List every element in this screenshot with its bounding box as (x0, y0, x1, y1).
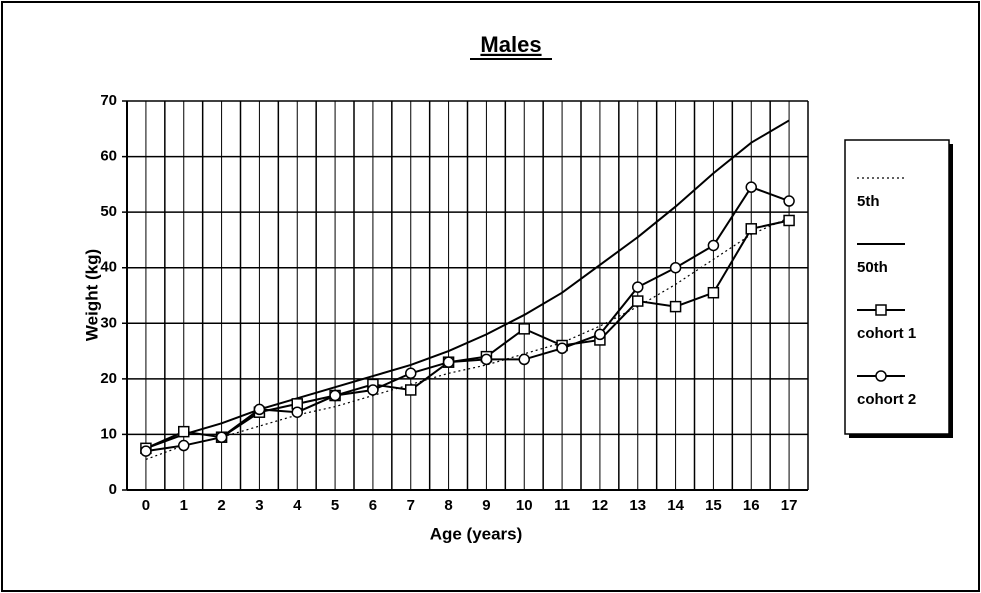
series-line (145, 119, 790, 450)
x-tick-label: 9 (482, 497, 490, 514)
y-tick-label: 50 (100, 203, 117, 220)
legend-label: 5th (857, 193, 880, 210)
x-tick-label: 1 (180, 497, 188, 514)
x-tick-label: 2 (217, 497, 225, 514)
x-tick-label: 4 (293, 497, 302, 514)
x-tick-label: 8 (444, 497, 452, 514)
series-line (145, 217, 790, 460)
marker-circle (140, 445, 152, 457)
marker-circle (480, 353, 493, 366)
marker-circle (556, 342, 568, 355)
chart-title: Males (480, 32, 541, 57)
y-tick-label: 40 (100, 259, 117, 276)
legend-label: cohort 1 (857, 325, 916, 342)
legend (844, 139, 950, 435)
x-tick-label: 0 (142, 497, 150, 514)
legend-marker (875, 370, 887, 382)
marker-square (669, 300, 682, 313)
x-axis-label: Age (years) (430, 524, 523, 543)
marker-circle (405, 367, 417, 380)
y-tick-label: 70 (100, 92, 117, 109)
x-tick-label: 14 (667, 497, 684, 514)
series-line (145, 219, 790, 450)
marker-circle (518, 353, 530, 366)
x-tick-label: 7 (407, 497, 415, 514)
marker-circle (594, 328, 606, 341)
marker-square (405, 384, 417, 396)
marker-circle (367, 384, 379, 396)
marker-circle (783, 195, 795, 207)
legend-marker (875, 304, 887, 316)
marker-square (518, 323, 530, 335)
legend-label: cohort 2 (857, 391, 916, 408)
y-tick-label: 0 (109, 481, 117, 498)
marker-square (632, 295, 644, 307)
marker-circle (745, 181, 757, 193)
marker-square (178, 425, 190, 438)
y-tick-label: 30 (100, 314, 117, 331)
marker-square (745, 223, 757, 235)
legend-label: 50th (857, 259, 888, 276)
x-tick-label: 12 (592, 497, 609, 514)
marker-circle (329, 389, 341, 402)
y-tick-label: 60 (100, 148, 117, 165)
marker-circle (291, 406, 303, 418)
x-tick-label: 13 (629, 497, 646, 514)
y-axis-label: Weight (kg) (82, 249, 101, 341)
x-tick-label: 15 (705, 497, 722, 514)
series-line (145, 185, 790, 453)
y-tick-label: 20 (100, 370, 117, 387)
x-tick-label: 17 (781, 497, 798, 514)
marker-circle (632, 281, 644, 293)
marker-circle (215, 431, 228, 443)
x-tick-label: 10 (516, 497, 533, 514)
x-tick-label: 3 (255, 497, 263, 514)
x-tick-label: 5 (331, 497, 339, 514)
x-tick-label: 6 (369, 497, 377, 514)
marker-square (707, 286, 720, 299)
x-tick-label: 11 (554, 497, 570, 514)
marker-circle (442, 356, 455, 368)
marker-circle (669, 261, 682, 274)
marker-circle (178, 439, 190, 452)
marker-circle (253, 403, 266, 416)
marker-circle (707, 239, 720, 252)
x-tick-label: 16 (743, 497, 760, 514)
marker-square (783, 214, 795, 227)
y-tick-label: 10 (100, 425, 117, 442)
